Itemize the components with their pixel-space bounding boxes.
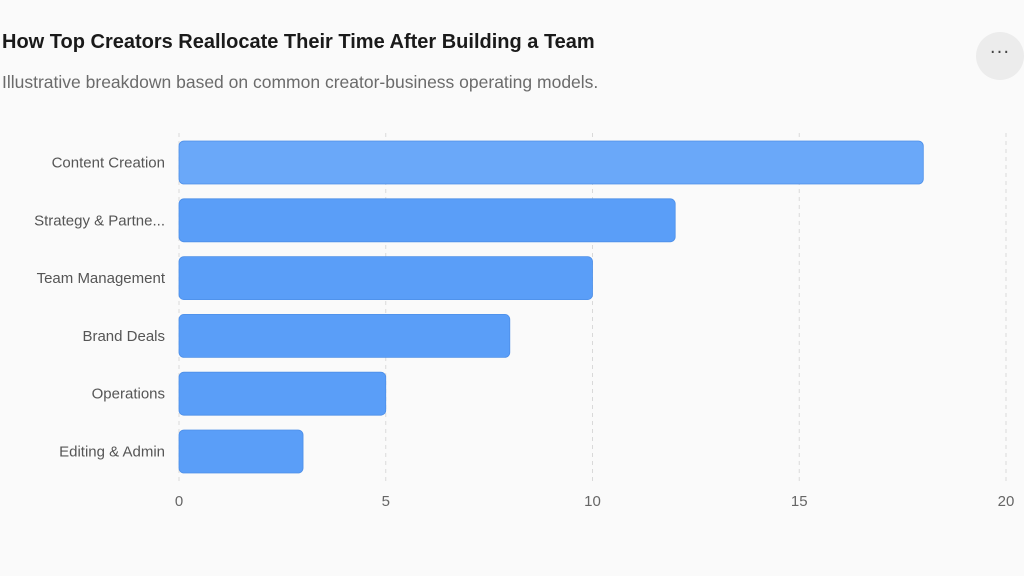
category-label-2: Team Management: [37, 270, 166, 287]
category-label-4: Operations: [92, 386, 165, 403]
grid-lines: [178, 133, 1007, 483]
bar-1[interactable]: [178, 198, 676, 243]
bars: [178, 140, 924, 474]
bar-5[interactable]: [178, 429, 304, 474]
chart-title: How Top Creators Reallocate Their Time A…: [2, 31, 595, 53]
x-axis-ticks: 0 5 10 15 20: [175, 493, 1015, 510]
bar-3[interactable]: [178, 313, 511, 358]
bar-0[interactable]: [178, 140, 924, 185]
category-label-3: Brand Deals: [82, 328, 165, 345]
x-tick-label-1: 5: [382, 493, 390, 510]
chart-subtitle: Illustrative breakdown based on common c…: [2, 72, 599, 92]
x-tick-label-3: 15: [791, 493, 808, 510]
bar-2[interactable]: [178, 256, 593, 301]
category-label-5: Editing & Admin: [59, 444, 165, 461]
x-tick-label-0: 0: [175, 493, 183, 510]
more-options-button[interactable]: ···: [976, 32, 1024, 80]
category-label-1: Strategy & Partne...: [34, 212, 165, 229]
category-label-0: Content Creation: [52, 155, 165, 172]
category-labels: Content Creation Strategy & Partne... Team…: [34, 155, 166, 461]
x-tick-label-2: 10: [584, 493, 601, 510]
more-horizontal-icon: ···: [989, 42, 1011, 63]
bar-4[interactable]: [178, 371, 387, 416]
x-tick-label-4: 20: [998, 493, 1015, 510]
